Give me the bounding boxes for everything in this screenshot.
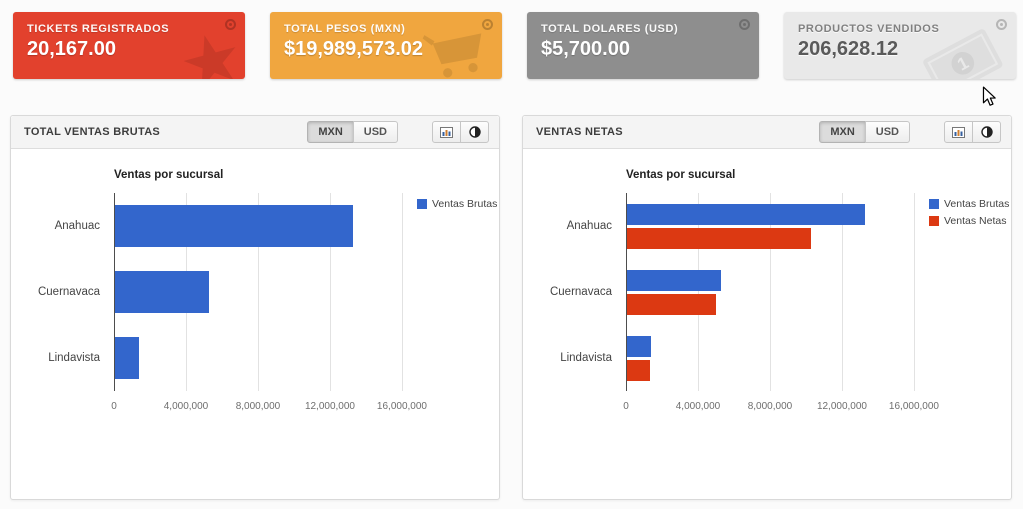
panel-ventas-netas: VENTAS NETAS MXN USD Ve <box>522 115 1012 500</box>
panel-title: TOTAL VENTAS BRUTAS <box>24 126 161 138</box>
category-label: Anahuac <box>54 220 100 232</box>
usd-button[interactable]: USD <box>864 121 910 143</box>
card-value: 20,167.00 <box>27 38 116 60</box>
gridline <box>114 193 115 391</box>
bar-cuernavaca-ventas-brutas[interactable] <box>627 269 722 291</box>
category-label: Lindavista <box>48 352 100 364</box>
legend-swatch <box>929 215 939 226</box>
panel-header: VENTAS NETAS MXN USD <box>523 116 1011 149</box>
legend-item: Ventas Netas <box>929 212 1009 229</box>
card-tickets-registrados: ★ TICKETS REGISTRADOS 20,167.00 <box>13 12 245 79</box>
circled-dot-icon[interactable] <box>739 19 750 30</box>
panel-ventas-brutas: TOTAL VENTAS BRUTAS MXN USD <box>10 115 500 500</box>
bar-chart-ventas-netas: Ventas por sucursal 0 4,000,000 8,000,000 12… <box>523 149 1011 439</box>
legend: Ventas Brutas <box>417 195 497 212</box>
x-axis-tick-label: 0 <box>623 401 629 412</box>
bar-lindavista-ventas-brutas[interactable] <box>115 337 140 379</box>
panel-body: Ventas por sucursal 0 4,000,000 8,000,000 12… <box>11 149 499 499</box>
x-axis-tick-label: 4,000,000 <box>163 401 209 412</box>
x-axis-tick-label: 8,000,000 <box>747 401 793 412</box>
card-productos-vendidos: 1 PRODUCTOS VENDIDOS 206,628.12 <box>784 12 1016 79</box>
category-label: Lindavista <box>560 352 612 364</box>
gridline <box>329 193 331 391</box>
legend: Ventas Brutas Ventas Netas <box>929 195 1009 229</box>
category-label: Cuernavaca <box>37 286 100 298</box>
x-axis-tick-label: 16,000,000 <box>888 401 939 412</box>
legend-swatch <box>417 198 427 209</box>
card-title: TICKETS REGISTRADOS <box>27 23 170 35</box>
category-label: Anahuac <box>566 220 612 232</box>
bar-lindavista-ventas-brutas[interactable] <box>627 335 652 357</box>
legend-item: Ventas Brutas <box>417 195 497 212</box>
card-value: $5,700.00 <box>541 38 630 60</box>
card-value: $19,989,573.02 <box>284 38 424 60</box>
mxn-button[interactable]: MXN <box>819 121 866 143</box>
x-axis-tick-label: 12,000,000 <box>816 401 867 412</box>
category-label: Cuernavaca <box>549 286 612 298</box>
contrast-icon[interactable] <box>972 121 1001 143</box>
x-axis-tick-label: 16,000,000 <box>376 401 427 412</box>
gridline <box>769 193 771 391</box>
currency-toggle: MXN USD <box>819 121 910 143</box>
gridline <box>913 193 915 391</box>
chart-title: Ventas por sucursal <box>114 169 224 181</box>
bar-anahuac-ventas-netas[interactable] <box>627 227 812 249</box>
usd-button[interactable]: USD <box>352 121 398 143</box>
legend-swatch <box>929 198 939 209</box>
gridline <box>841 193 843 391</box>
card-title: TOTAL DOLARES (USD) <box>541 23 679 35</box>
chart-title: Ventas por sucursal <box>626 169 736 181</box>
legend-label: Ventas Brutas <box>432 197 498 210</box>
chart-image-icon[interactable] <box>944 121 973 143</box>
card-value: 206,628.12 <box>798 38 899 60</box>
panel-title: VENTAS NETAS <box>536 126 623 138</box>
bar-lindavista-ventas-netas[interactable] <box>627 359 651 381</box>
mxn-button[interactable]: MXN <box>307 121 354 143</box>
panel-body: Ventas por sucursal 0 4,000,000 8,000,000 12… <box>523 149 1011 499</box>
bar-cuernavaca-ventas-netas[interactable] <box>627 293 717 315</box>
legend-label: Ventas Netas <box>944 214 1007 227</box>
chart-image-icon[interactable] <box>432 121 461 143</box>
kpi-cards-row: ★ TICKETS REGISTRADOS 20,167.00 TOTAL PE… <box>0 0 1023 79</box>
gridline <box>697 193 699 391</box>
chart-tools <box>944 121 1001 143</box>
x-axis-tick-label: 4,000,000 <box>675 401 721 412</box>
x-axis-tick-label: 12,000,000 <box>304 401 355 412</box>
circled-dot-icon[interactable] <box>996 19 1007 30</box>
bar-cuernavaca-ventas-brutas[interactable] <box>115 271 210 313</box>
chart-tools <box>432 121 489 143</box>
mouse-cursor <box>982 86 996 112</box>
legend-item: Ventas Brutas <box>929 195 1009 212</box>
circled-dot-icon[interactable] <box>225 19 236 30</box>
bar-anahuac-ventas-brutas[interactable] <box>115 205 353 247</box>
contrast-icon[interactable] <box>460 121 489 143</box>
x-axis-tick-label: 0 <box>111 401 117 412</box>
card-total-dolares: TOTAL DOLARES (USD) $5,700.00 <box>527 12 759 79</box>
card-total-pesos: TOTAL PESOS (MXN) $19,989,573.02 <box>270 12 502 79</box>
card-title: TOTAL PESOS (MXN) <box>284 23 406 35</box>
gridline <box>401 193 403 391</box>
bar-chart-ventas-brutas: Ventas por sucursal 0 4,000,000 8,000,000 12… <box>11 149 499 439</box>
currency-toggle: MXN USD <box>307 121 398 143</box>
legend-label: Ventas Brutas <box>944 197 1010 210</box>
gridline <box>257 193 259 391</box>
circled-dot-icon[interactable] <box>482 19 493 30</box>
gridline <box>626 193 627 391</box>
card-title: PRODUCTOS VENDIDOS <box>798 23 940 35</box>
panel-header: TOTAL VENTAS BRUTAS MXN USD <box>11 116 499 149</box>
x-axis-tick-label: 8,000,000 <box>235 401 281 412</box>
bar-anahuac-ventas-brutas[interactable] <box>627 203 865 225</box>
